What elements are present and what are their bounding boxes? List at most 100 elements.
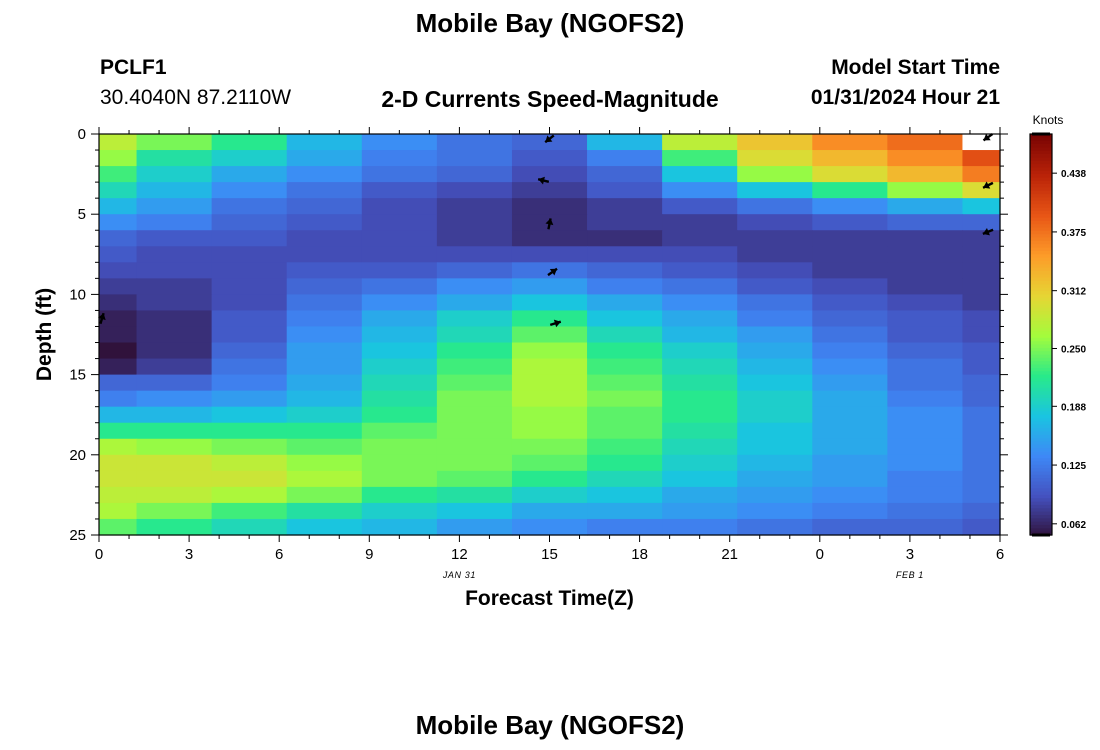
heatmap-cell <box>136 230 213 247</box>
heatmap-cell <box>511 438 588 456</box>
heatmap-cell <box>812 454 888 472</box>
colorbar-segment <box>1030 354 1052 359</box>
heatmap-cell <box>136 518 213 536</box>
x-tick-label: 6 <box>996 546 1004 563</box>
heatmap-cell <box>737 262 813 279</box>
heatmap-cell <box>887 438 964 456</box>
heatmap-cell <box>99 134 138 151</box>
colorbar-segment <box>1030 494 1052 499</box>
heatmap-cell <box>136 134 213 151</box>
page-title: Mobile Bay (NGOFS2) <box>415 8 685 38</box>
x-tick-label: 0 <box>816 546 824 563</box>
x-axis: 0 3 6 9 12 15 18 21 0 3 6 JAN 31 FEB 1 <box>95 127 1004 580</box>
heatmap-cell <box>436 486 513 504</box>
heatmap-cell <box>511 230 588 247</box>
heatmap-cell <box>962 406 1001 424</box>
heatmap-cell <box>211 278 288 295</box>
heatmap-cell <box>962 470 1001 488</box>
heatmap-cell <box>361 342 438 360</box>
heatmap-cell <box>737 470 813 488</box>
colorbar-segment <box>1030 194 1052 199</box>
heatmap-cell <box>361 134 438 151</box>
heatmap-cell <box>587 166 663 183</box>
heatmap-cell <box>887 326 964 344</box>
heatmap-cell <box>737 406 813 424</box>
heatmap-cell <box>286 310 363 328</box>
heatmap-cell <box>99 518 138 536</box>
colorbar-segment <box>1030 327 1052 332</box>
heatmap-cell <box>587 358 663 376</box>
heatmap-cell <box>962 262 1001 279</box>
heatmap-cell <box>286 182 363 199</box>
colorbar-segment <box>1030 170 1052 175</box>
heatmap-cell <box>99 278 138 295</box>
heatmap-cell <box>587 294 663 312</box>
heatmap-cell <box>511 326 588 344</box>
heatmap-cell <box>361 502 438 520</box>
heatmap-cells <box>99 134 1001 536</box>
colorbar-segment <box>1030 291 1052 295</box>
colorbar-segment <box>1030 281 1052 285</box>
page-title-repeat: Mobile Bay (NGOFS2) <box>415 710 685 740</box>
heatmap-cell <box>962 278 1001 295</box>
heatmap-cell <box>962 342 1001 360</box>
heatmap-cell <box>286 470 363 488</box>
heatmap-cell <box>436 182 513 199</box>
heatmap-cell <box>211 294 288 312</box>
heatmap-cell <box>511 390 588 408</box>
colorbar-segment <box>1030 414 1052 419</box>
heatmap-cell <box>361 390 438 408</box>
colorbar-segment <box>1030 287 1052 292</box>
heatmap-cell <box>587 326 663 344</box>
heatmap-cell <box>737 454 813 472</box>
heatmap-cell <box>737 502 813 520</box>
heatmap-cell <box>361 470 438 488</box>
heatmap-cell <box>587 230 663 247</box>
heatmap-cell <box>99 406 138 424</box>
heatmap-cell <box>511 470 588 488</box>
heatmap-cell <box>361 294 438 312</box>
colorbar-segment <box>1030 247 1052 252</box>
current-vector-arrow <box>549 319 562 328</box>
heatmap-cell <box>812 438 888 456</box>
colorbar-segment <box>1030 164 1052 169</box>
heatmap-cell <box>286 358 363 376</box>
colorbar-segment <box>1030 528 1052 533</box>
heatmap-cell <box>737 374 813 392</box>
colorbar-tick-label: 0.062 <box>1061 520 1086 531</box>
heatmap-cell <box>99 374 138 392</box>
heatmap-cell <box>887 278 964 295</box>
colorbar-segment <box>1030 301 1052 306</box>
heatmap-cell <box>436 134 513 151</box>
heatmap-cell <box>737 150 813 167</box>
colorbar-segment <box>1030 371 1052 376</box>
heatmap-cell <box>587 438 663 456</box>
heatmap-cell <box>662 262 738 279</box>
heatmap-cell <box>737 246 813 263</box>
heatmap-cell <box>136 454 213 472</box>
heatmap-cell <box>211 454 288 472</box>
colorbar-segment <box>1030 311 1052 316</box>
heatmap-cell <box>211 342 288 360</box>
heatmap-cell <box>887 518 964 536</box>
heatmap-cell <box>662 326 738 344</box>
colorbar-segment <box>1030 404 1052 409</box>
colorbar-tick-label: 0.250 <box>1061 344 1086 355</box>
colorbar-segment <box>1030 321 1052 326</box>
colorbar: 0.438 0.375 0.312 0.250 0.188 0.125 0.062 <box>1029 132 1086 537</box>
heatmap-cell <box>436 326 513 344</box>
colorbar-segment <box>1030 220 1052 225</box>
heatmap-cell <box>286 262 363 279</box>
colorbar-segment <box>1030 377 1052 382</box>
heatmap-cell <box>436 246 513 263</box>
y-tick-label: 25 <box>69 527 86 544</box>
heatmap-cell <box>962 310 1001 328</box>
heatmap-cell <box>962 230 1001 247</box>
heatmap-cell <box>662 422 738 440</box>
heatmap-cell <box>812 134 888 151</box>
colorbar-segment <box>1030 250 1052 255</box>
heatmap-cell <box>211 134 288 151</box>
heatmap-cell <box>962 438 1001 456</box>
heatmap-cell <box>286 422 363 440</box>
